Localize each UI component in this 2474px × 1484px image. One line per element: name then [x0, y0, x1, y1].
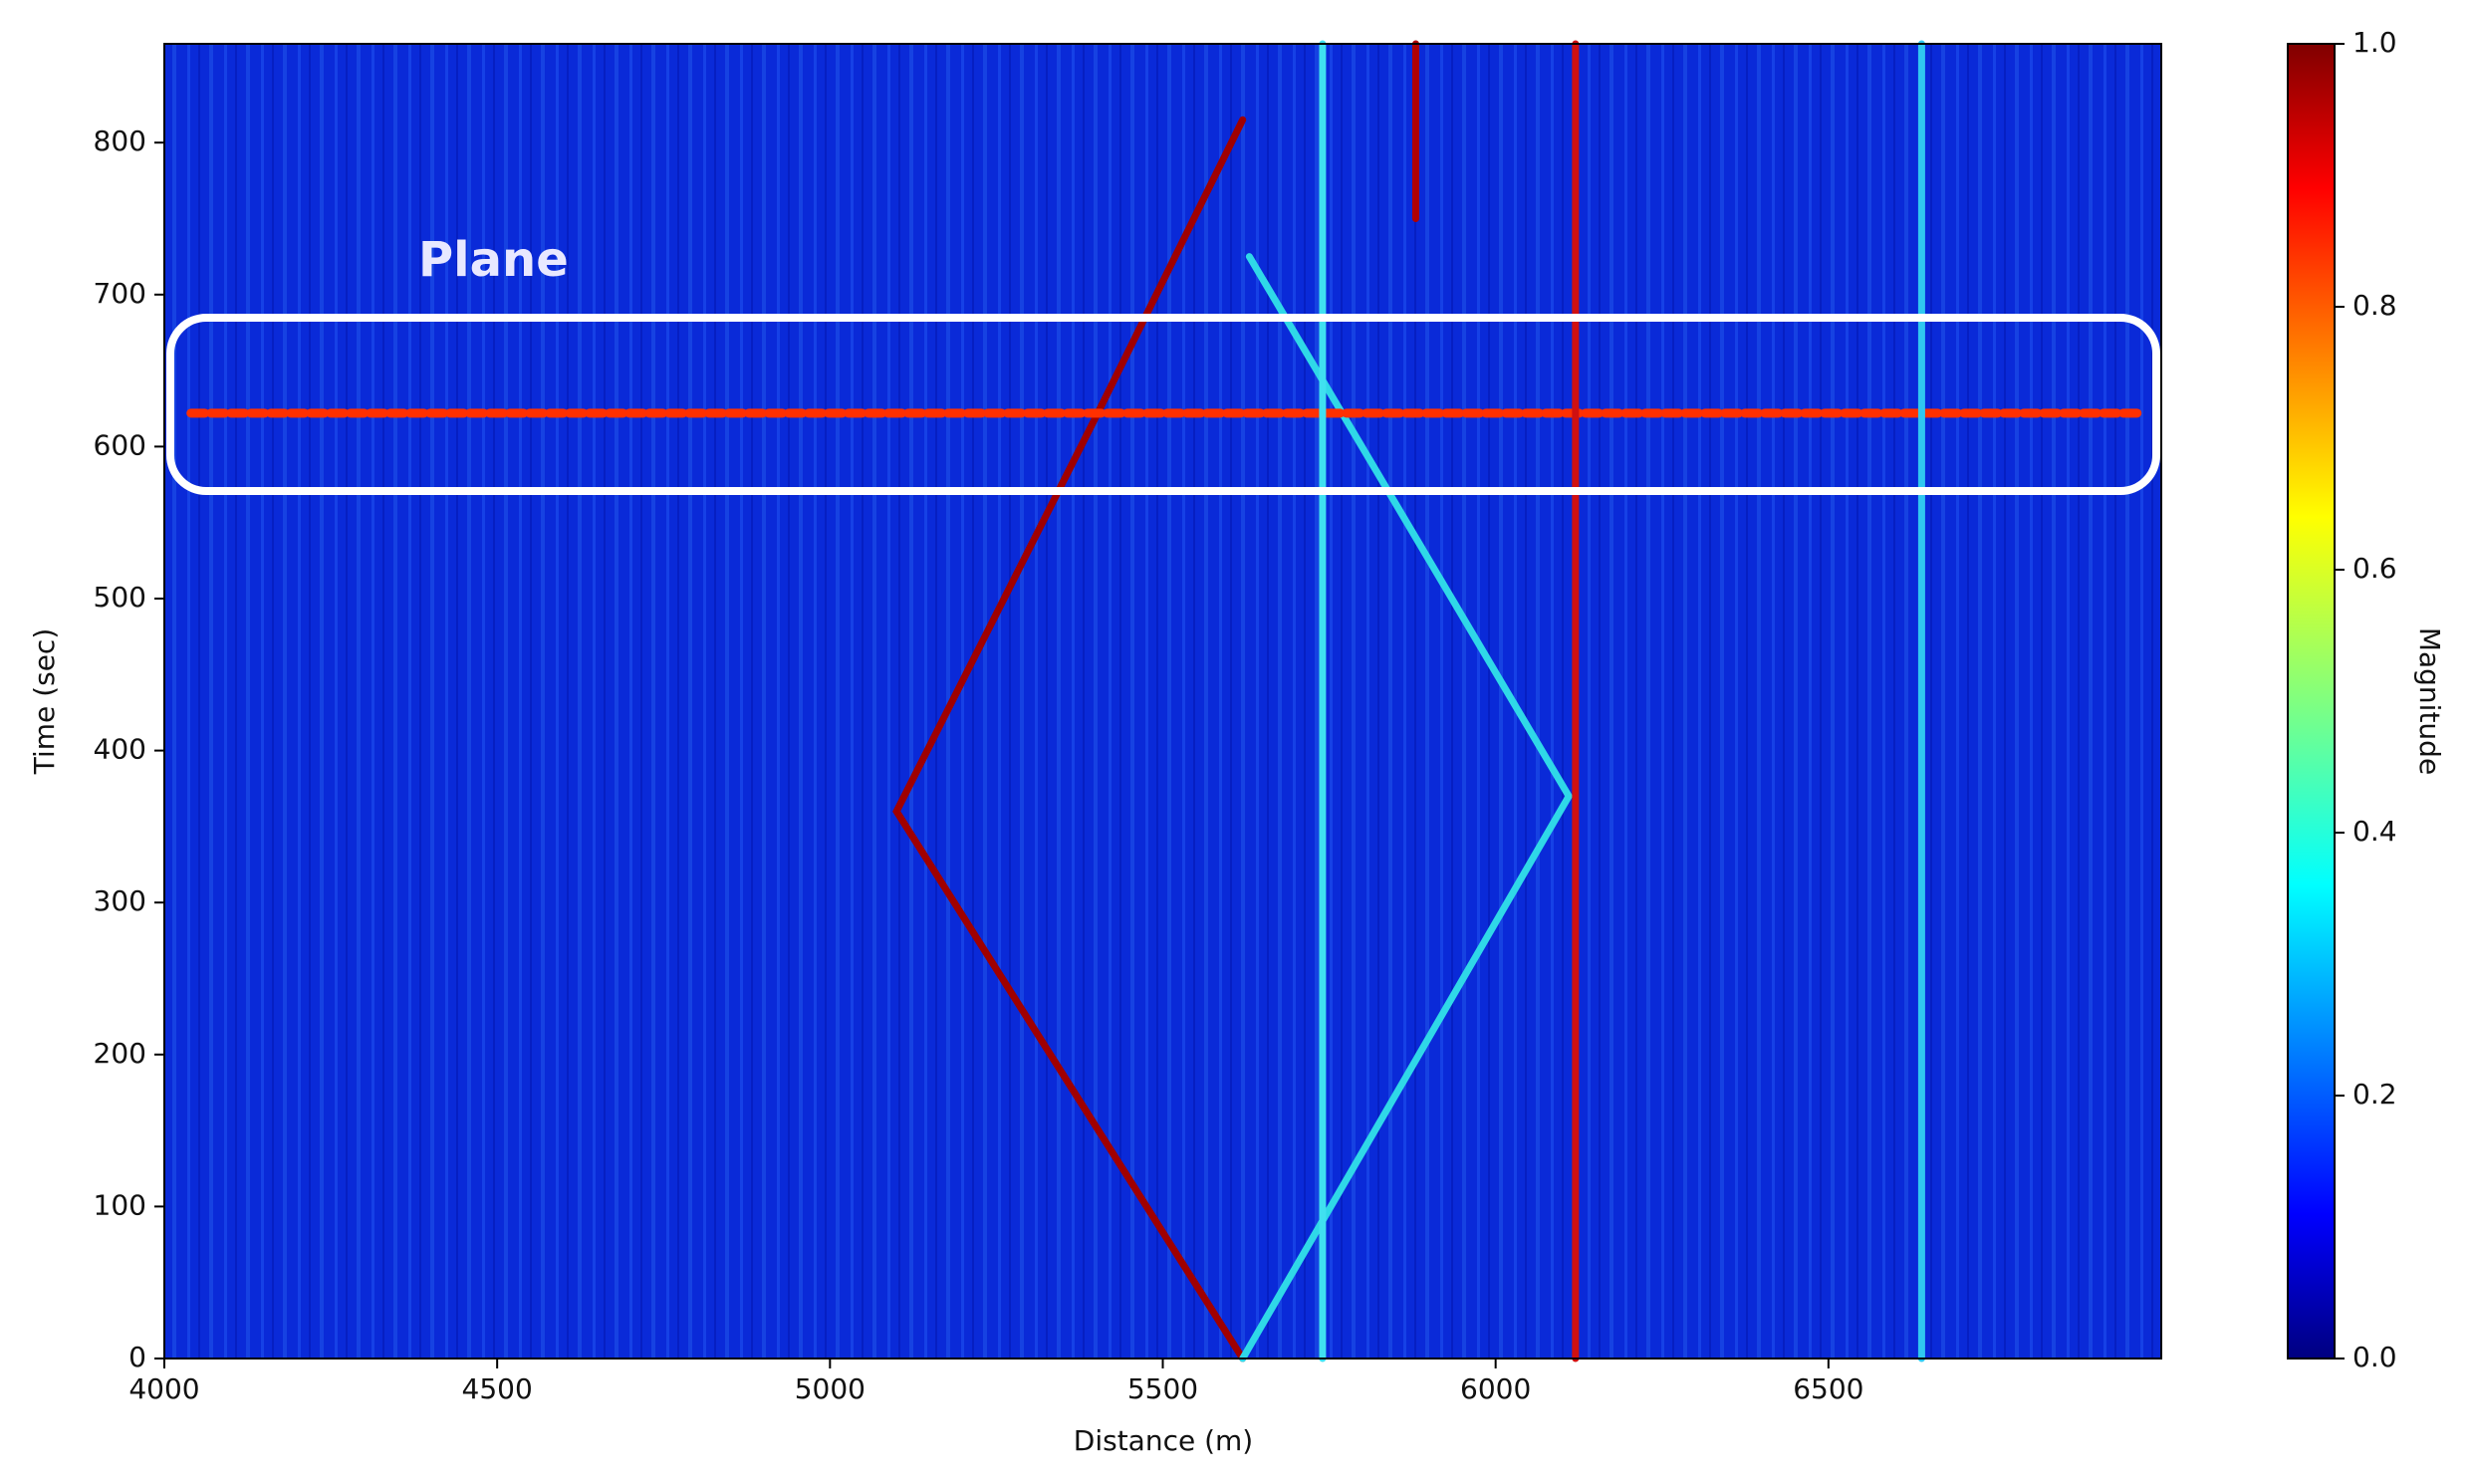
colorbar-tick-label: 0.8 [2352, 289, 2397, 322]
y-tick-label: 300 [94, 884, 146, 917]
annotation-box [166, 314, 2160, 495]
y-tick-label: 100 [94, 1188, 146, 1221]
colorbar-label: Magnitude [2413, 627, 2446, 775]
y-tick-label: 200 [94, 1037, 146, 1070]
y-tick-label: 800 [94, 124, 146, 157]
y-tick-label: 0 [128, 1341, 146, 1373]
x-tick-label: 5500 [1127, 1372, 1198, 1405]
trace [1239, 253, 1574, 1362]
x-tick-label: 6500 [1793, 1372, 1863, 1405]
heatmap-texture [164, 44, 2161, 1359]
annotation-label: Plane [418, 232, 569, 288]
x-axis-label: Distance (m) [1074, 1424, 1253, 1457]
x-tick-label: 4500 [462, 1372, 533, 1405]
x-tick-label: 5000 [795, 1372, 866, 1405]
trace [892, 116, 1247, 1362]
y-tick-label: 400 [94, 733, 146, 766]
colorbar-tick-label: 1.0 [2352, 26, 2397, 59]
colorbar [2287, 43, 2336, 1360]
y-tick-label: 500 [94, 581, 146, 614]
y-tick-label: 600 [94, 428, 146, 461]
x-tick-label: 4000 [128, 1372, 199, 1405]
colorbar-tick-label: 0.2 [2352, 1078, 2397, 1111]
colorbar-tick-label: 0.0 [2352, 1341, 2397, 1373]
colorbar-tick-label: 0.4 [2352, 815, 2397, 848]
y-tick-label: 700 [94, 277, 146, 310]
colorbar-tick-label: 0.6 [2352, 552, 2397, 585]
x-tick-label: 6000 [1460, 1372, 1531, 1405]
y-axis-label: Time (sec) [28, 628, 61, 775]
